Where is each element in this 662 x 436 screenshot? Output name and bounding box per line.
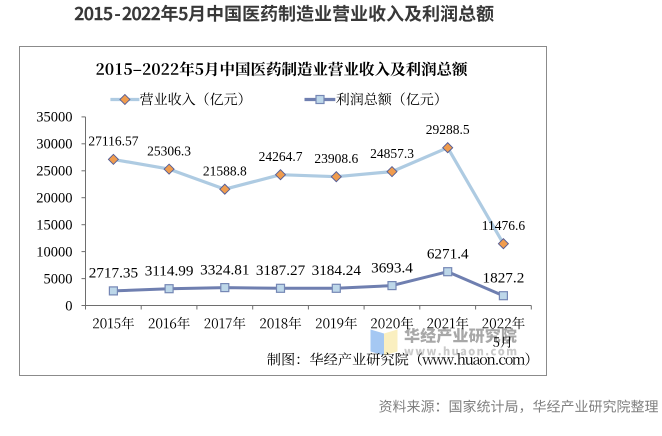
svg-text:25306.3: 25306.3 <box>147 143 191 158</box>
svg-text:3693.4: 3693.4 <box>371 259 413 276</box>
svg-text:25000: 25000 <box>36 164 72 180</box>
svg-text:11476.6: 11476.6 <box>482 218 526 233</box>
svg-text:27116.57: 27116.57 <box>88 134 138 149</box>
svg-text:10000: 10000 <box>36 244 72 260</box>
svg-text:35000: 35000 <box>36 110 72 126</box>
svg-text:20000: 20000 <box>36 191 72 207</box>
svg-text:29288.5: 29288.5 <box>426 122 470 137</box>
svg-text:1827.2: 1827.2 <box>483 270 525 287</box>
svg-text:3324.81: 3324.81 <box>200 261 249 278</box>
svg-text:0: 0 <box>65 298 72 314</box>
svg-text:23908.6: 23908.6 <box>314 151 358 166</box>
svg-text:24857.3: 24857.3 <box>370 146 414 161</box>
svg-text:3184.24: 3184.24 <box>312 262 362 279</box>
svg-text:3114.99: 3114.99 <box>145 263 194 280</box>
svg-text:15000: 15000 <box>36 218 72 234</box>
svg-text:3187.27: 3187.27 <box>256 262 306 279</box>
svg-text:24264.7: 24264.7 <box>259 149 303 164</box>
svg-text:2717.35: 2717.35 <box>89 265 138 282</box>
svg-text:21588.8: 21588.8 <box>203 164 247 179</box>
svg-text:6271.4: 6271.4 <box>427 246 469 263</box>
svg-text:30000: 30000 <box>36 137 72 153</box>
svg-text:5000: 5000 <box>44 271 73 287</box>
